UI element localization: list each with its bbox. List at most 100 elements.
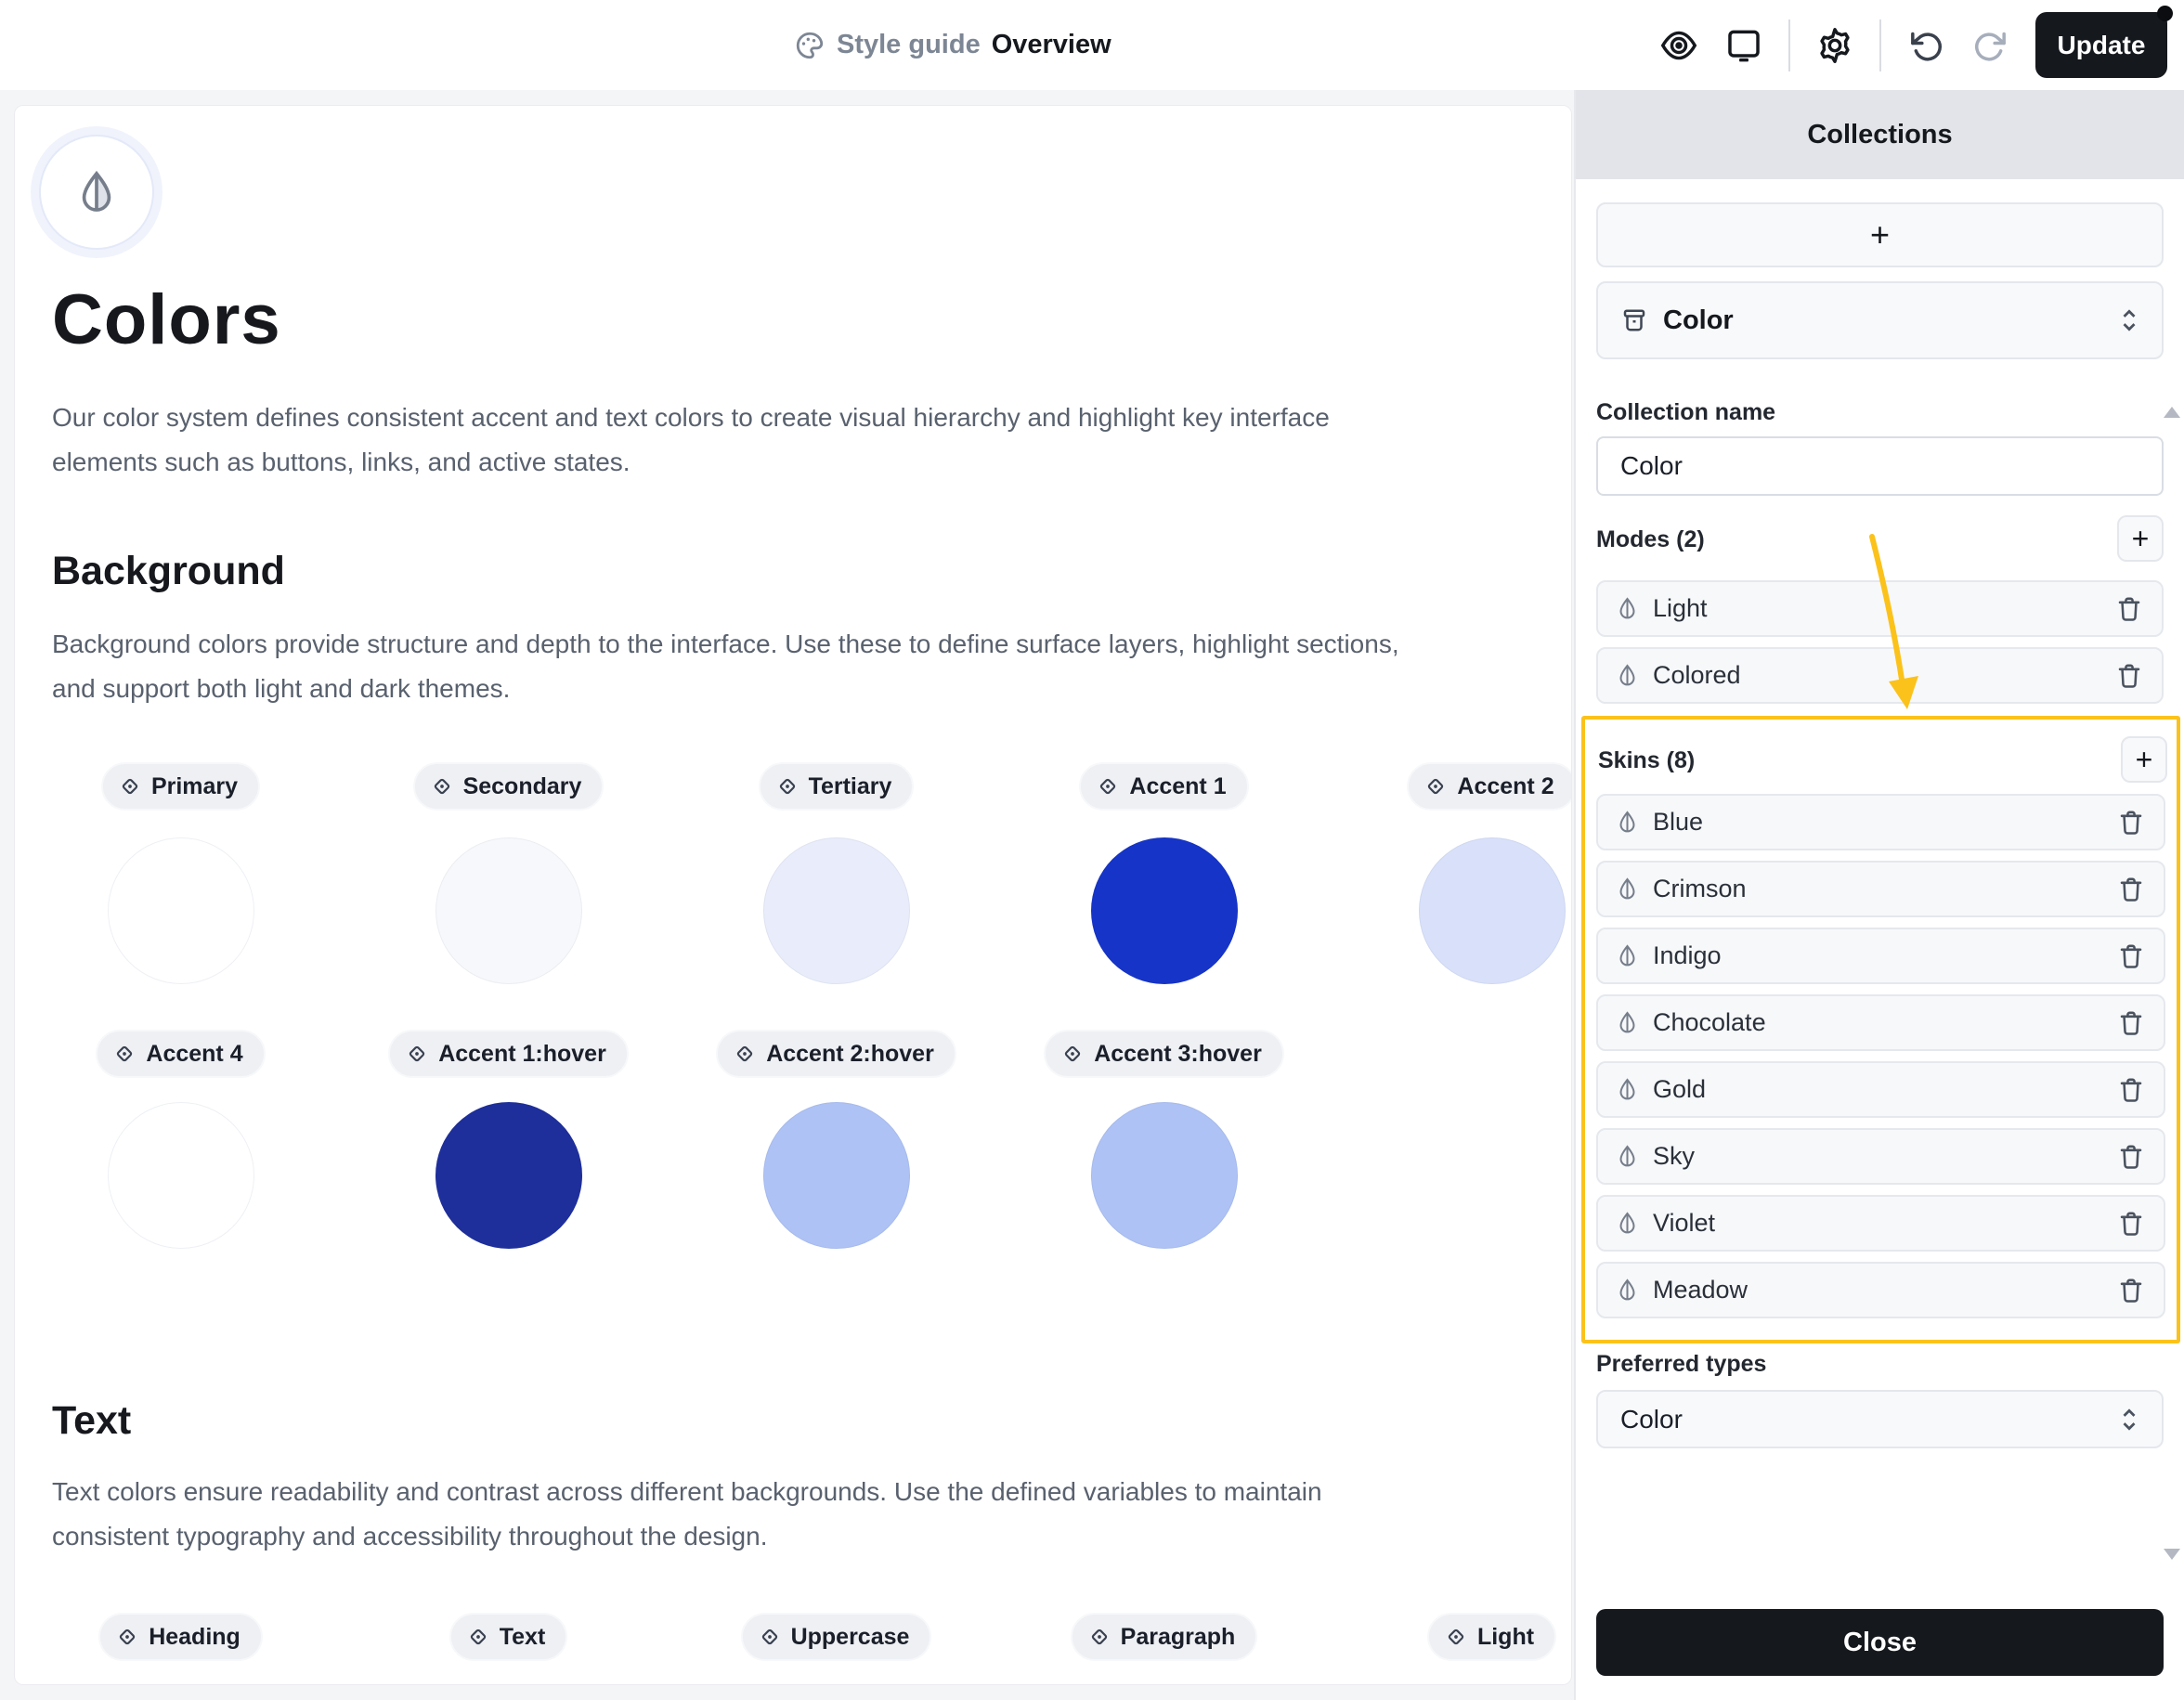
close-panel-button[interactable]: Close <box>1596 1609 2164 1676</box>
skin-row-crimson[interactable]: Crimson <box>1596 861 2165 917</box>
variable-diamond-icon <box>120 1629 136 1645</box>
text-token-row: Heading Text Uppercase Paragraph Light <box>17 1613 1571 1661</box>
variable-badge-light: Light <box>1426 1613 1557 1661</box>
skin-row-sky[interactable]: Sky <box>1596 1128 2165 1185</box>
droplet-icon <box>1619 664 1635 686</box>
preferred-types-select[interactable]: Color <box>1596 1390 2164 1448</box>
text-section-heading: Text <box>52 1398 132 1443</box>
modes-label: Modes (2) <box>1596 526 1705 552</box>
delete-mode-colored-trash-icon[interactable] <box>2113 660 2145 692</box>
skin-row-violet[interactable]: Violet <box>1596 1195 2165 1252</box>
update-button[interactable]: Update <box>2035 12 2167 78</box>
color-swatch-accent4 <box>107 1102 254 1249</box>
variable-diamond-icon <box>1448 1629 1464 1645</box>
color-swatch-secondary <box>435 837 582 984</box>
variable-badge-accent4: Accent 4 <box>96 1030 266 1078</box>
droplet-icon <box>1619 1078 1635 1100</box>
droplet-icon <box>1619 1011 1635 1033</box>
delete-skin-crimson-trash-icon[interactable] <box>2115 874 2147 905</box>
collection-name-label: Collection name <box>1596 399 1776 425</box>
variable-diamond-icon <box>1065 1045 1081 1062</box>
toolbar-divider <box>1879 19 1881 71</box>
variable-badge-accent3-hover: Accent 3:hover <box>1044 1030 1284 1078</box>
redo-icon[interactable] <box>1970 25 2011 66</box>
variable-badge-secondary: Secondary <box>412 762 604 811</box>
color-swatch-accent3-hover <box>1090 1102 1238 1249</box>
background-hover-token-row: Accent 4 Accent 1:hover Accent 2:hover A… <box>17 1030 1571 1078</box>
delete-skin-violet-trash-icon[interactable] <box>2115 1208 2147 1239</box>
variable-diamond-icon <box>761 1629 777 1645</box>
delete-skin-meadow-trash-icon[interactable] <box>2115 1275 2147 1306</box>
delete-skin-blue-trash-icon[interactable] <box>2115 807 2147 838</box>
mode-row-light[interactable]: Light <box>1596 580 2164 637</box>
collections-panel: Collections + Color Collection name Mode… <box>1574 90 2184 1700</box>
bucket-icon <box>1623 309 1645 331</box>
color-swatch-tertiary <box>762 837 910 984</box>
background-token-row: Primary Secondary Tertiary Accent 1 Acce… <box>17 762 1571 811</box>
variable-badge-accent1-hover: Accent 1:hover <box>388 1030 629 1078</box>
skin-row-meadow[interactable]: Meadow <box>1596 1262 2165 1318</box>
skin-row-blue[interactable]: Blue <box>1596 794 2165 850</box>
page-intro: Our color system defines consistent acce… <box>52 403 1330 476</box>
variable-badge-accent2: Accent 2 <box>1407 762 1571 811</box>
collection-name-input[interactable] <box>1596 436 2164 496</box>
collection-avatar <box>39 135 154 250</box>
skin-row-gold[interactable]: Gold <box>1596 1061 2165 1118</box>
delete-skin-sky-trash-icon[interactable] <box>2115 1141 2147 1173</box>
delete-skin-chocolate-trash-icon[interactable] <box>2115 1007 2147 1039</box>
skin-row-chocolate[interactable]: Chocolate <box>1596 994 2165 1051</box>
toolbar-actions: Update <box>1658 0 2173 90</box>
collection-type-select[interactable]: Color <box>1596 281 2164 359</box>
variable-badge-text: Text <box>448 1613 568 1661</box>
variable-diamond-icon <box>737 1045 753 1062</box>
text-section-description: Text colors ensure readability and contr… <box>52 1477 1322 1551</box>
color-swatch-primary <box>107 837 254 984</box>
delete-skin-gold-trash-icon[interactable] <box>2115 1074 2147 1106</box>
droplet-icon <box>1619 944 1635 967</box>
color-swatch-accent2-hover <box>762 1102 910 1249</box>
color-swatch-accent1-hover <box>435 1102 582 1249</box>
droplet-icon <box>82 170 111 212</box>
skin-row-indigo[interactable]: Indigo <box>1596 928 2165 984</box>
background-section-heading: Background <box>52 549 285 593</box>
scrollbar-down-arrow[interactable] <box>2164 1549 2180 1560</box>
preview-eye-icon[interactable] <box>1658 25 1699 66</box>
color-swatch-accent1 <box>1090 837 1238 984</box>
variable-diamond-icon <box>410 1045 425 1062</box>
variable-badge-accent1: Accent 1 <box>1079 762 1249 811</box>
palette-icon <box>794 30 826 61</box>
variable-diamond-icon <box>779 778 795 795</box>
panel-title: Collections <box>1576 90 2184 179</box>
delete-skin-indigo-trash-icon[interactable] <box>2115 941 2147 972</box>
droplet-icon <box>1619 1278 1635 1301</box>
variable-diamond-icon <box>122 778 138 795</box>
add-mode-button[interactable]: + <box>2117 515 2164 562</box>
variable-diamond-icon <box>1091 1629 1107 1645</box>
mode-row-colored[interactable]: Colored <box>1596 647 2164 704</box>
variable-badge-accent2-hover: Accent 2:hover <box>716 1030 956 1078</box>
variable-diamond-icon <box>1428 778 1444 795</box>
settings-gear-icon[interactable] <box>1814 25 1855 66</box>
droplet-icon <box>1619 877 1635 900</box>
droplet-icon <box>1619 1212 1635 1234</box>
delete-mode-light-trash-icon[interactable] <box>2113 593 2145 625</box>
preferred-types-label: Preferred types <box>1596 1351 1767 1377</box>
background-swatch-row <box>17 837 1571 984</box>
background-section-description: Background colors provide structure and … <box>52 629 1399 703</box>
variable-diamond-icon <box>470 1629 486 1645</box>
scrollbar-up-arrow[interactable] <box>2164 407 2180 418</box>
droplet-icon <box>1619 811 1635 833</box>
update-notification-dot <box>2157 6 2173 21</box>
preferred-types-value: Color <box>1620 1404 1683 1434</box>
add-skin-button[interactable]: + <box>2121 736 2167 783</box>
undo-icon[interactable] <box>1905 25 1946 66</box>
add-collection-button[interactable]: + <box>1596 202 2164 267</box>
breadcrumb: Style guide Overview <box>794 0 1112 90</box>
variable-badge-tertiary: Tertiary <box>758 762 915 811</box>
variable-badge-uppercase: Uppercase <box>740 1613 932 1661</box>
device-preview-icon[interactable] <box>1723 25 1764 66</box>
droplet-icon <box>1619 1145 1635 1167</box>
plus-icon: + <box>2131 521 2150 555</box>
style-guide-canvas: Colors Our color system defines consiste… <box>14 105 1572 1685</box>
